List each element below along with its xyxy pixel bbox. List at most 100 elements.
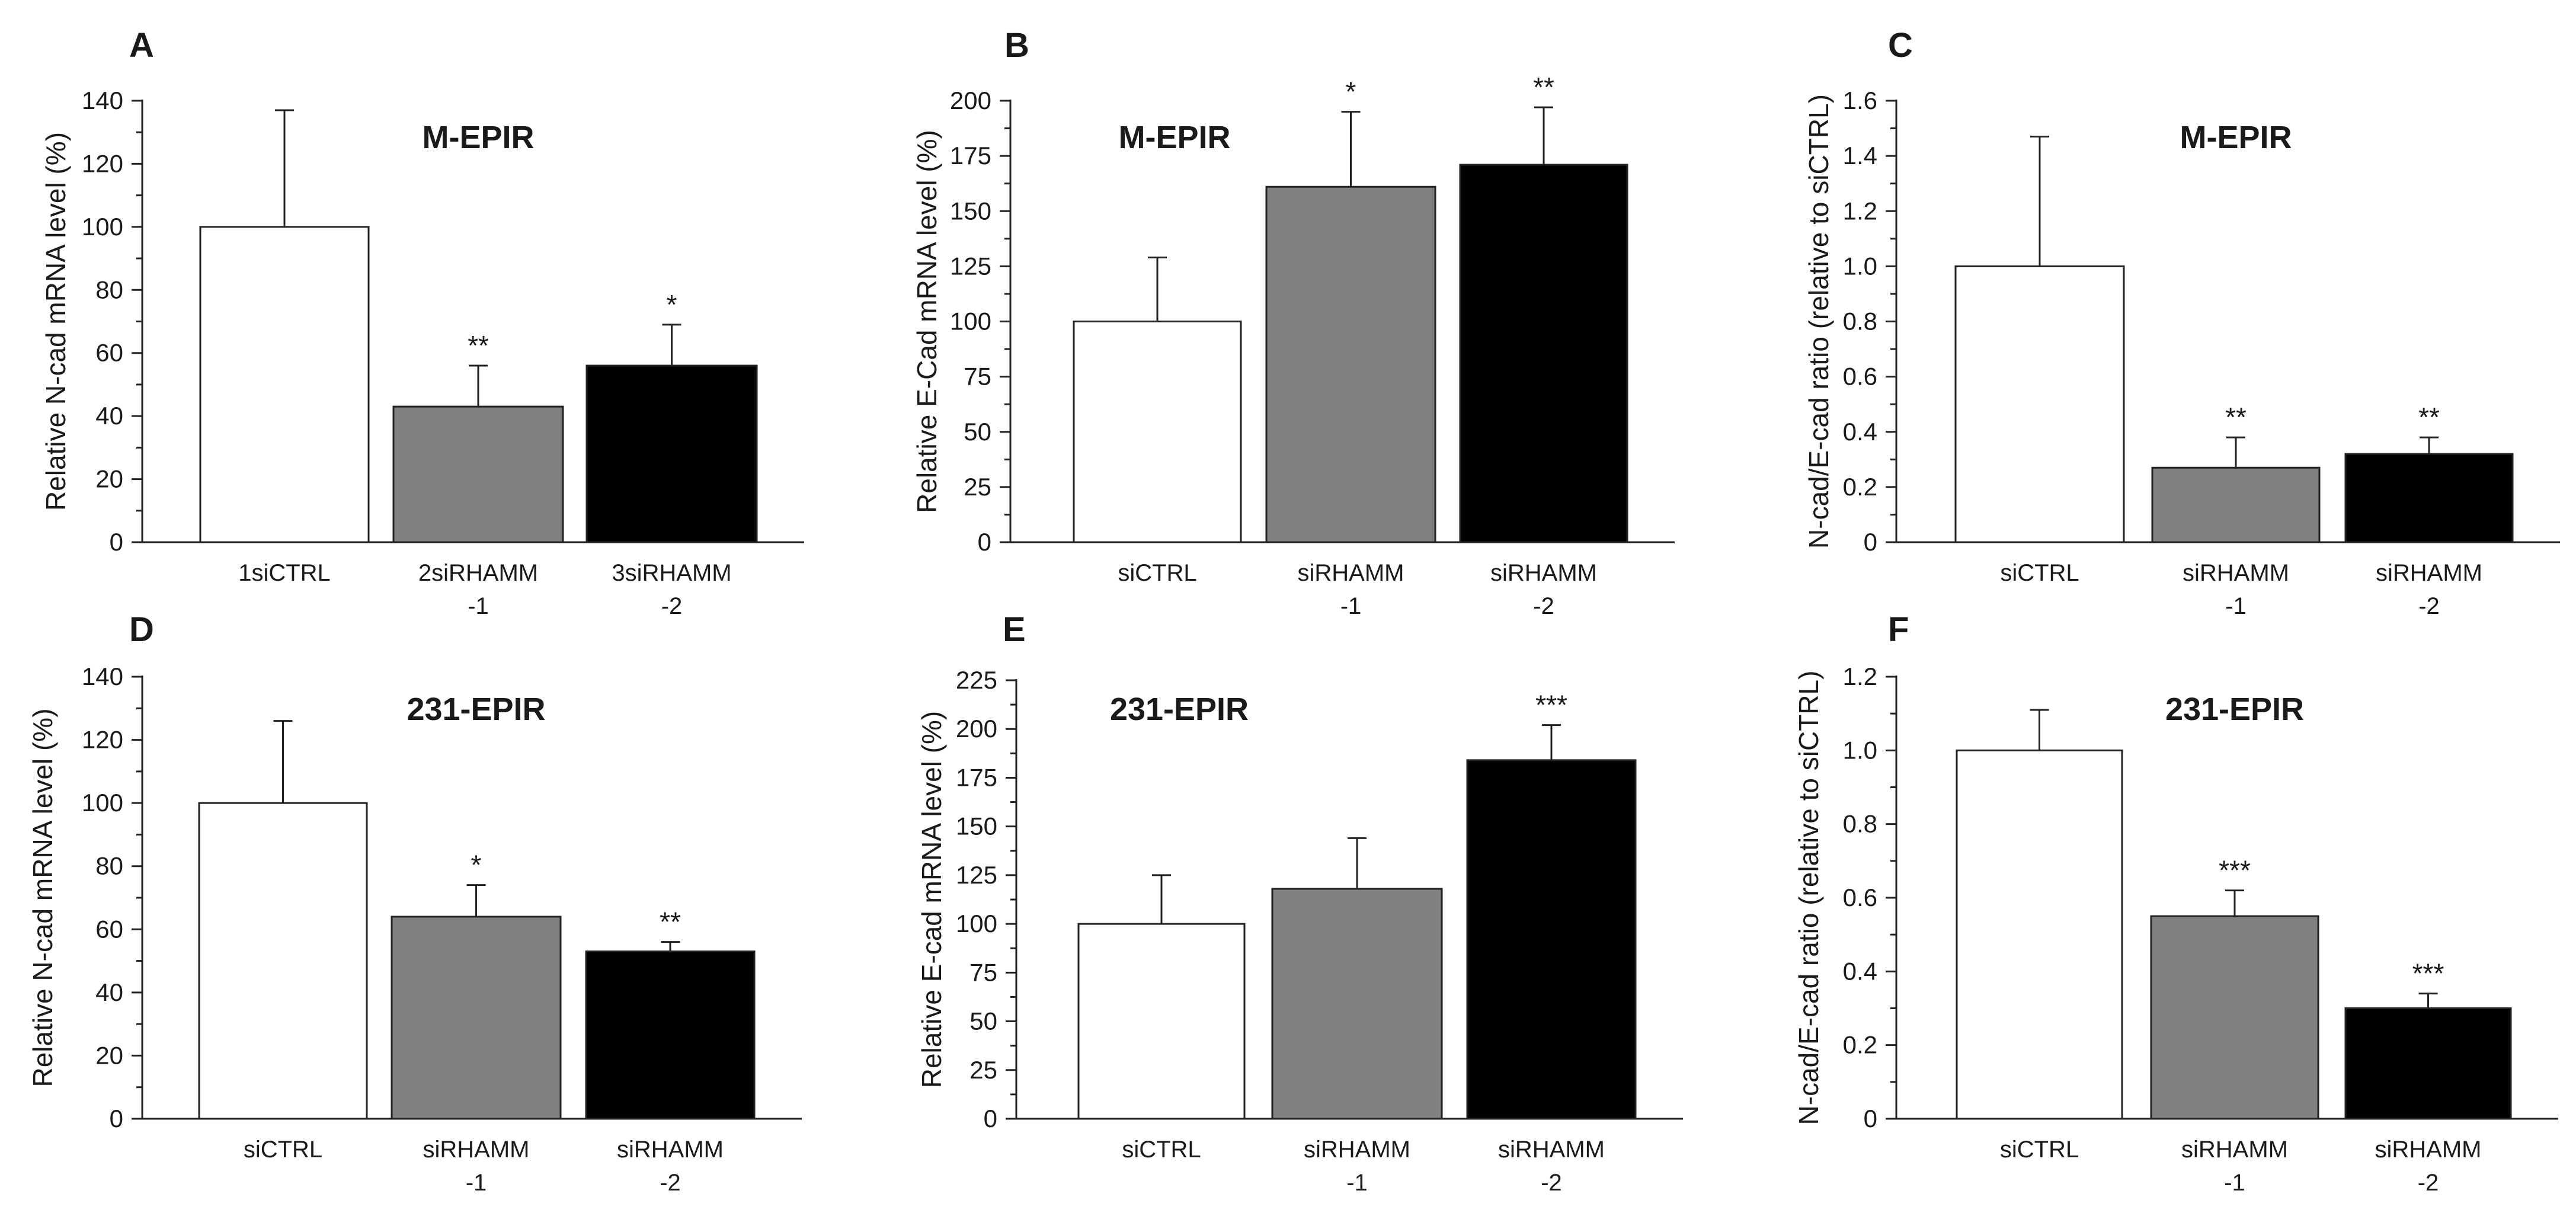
category-label: -2 — [661, 593, 683, 619]
category-label: 3siRHAMM — [612, 560, 731, 586]
category-label: -2 — [2418, 1170, 2439, 1196]
category-label: -2 — [2418, 593, 2440, 619]
category-label: -2 — [1541, 1170, 1562, 1196]
y-tick-label: 0 — [1864, 1105, 1877, 1132]
panel-letter: B — [1004, 26, 1029, 65]
y-tick-label: 1.2 — [1843, 197, 1877, 225]
y-tick-label: 75 — [969, 958, 997, 986]
bar-1 — [198, 802, 368, 1120]
chart-panel-d: D 231-EPIR 0 20 40 60 80 100 120 140 Relative N-ca… — [27, 610, 802, 1196]
y-tick-label: 40 — [95, 402, 123, 430]
significance-marker: ** — [2418, 402, 2440, 433]
category-label: -1 — [1346, 1170, 1368, 1196]
category-label: -1 — [468, 593, 489, 619]
y-tick-label: 120 — [82, 149, 123, 177]
y-axis-label: N-cad/E-cad ratio (relative to siCTRL) — [1803, 94, 1834, 549]
y-tick-label: 0.6 — [1843, 884, 1877, 911]
chart-title: M-EPIR — [423, 120, 535, 155]
category-label: -1 — [2224, 1170, 2245, 1196]
y-tick-label: 25 — [964, 473, 991, 501]
bar-1 — [1956, 749, 2123, 1120]
category-label: siRHAMM — [423, 1137, 530, 1163]
category-label: 2siRHAMM — [418, 560, 538, 586]
significance-marker: ** — [468, 330, 489, 361]
bar-2 — [391, 916, 562, 1120]
chart-title: M-EPIR — [2180, 120, 2292, 155]
y-axis-label: Relative E-cad mRNA level (%) — [916, 711, 947, 1089]
category-label: siRHAMM — [2181, 1137, 2288, 1163]
y-tick-label: 0.4 — [1843, 957, 1877, 985]
category-label: siRHAMM — [1498, 1137, 1605, 1163]
category-label: siCTRL — [244, 1137, 322, 1163]
y-tick-label: 125 — [956, 861, 997, 889]
chart-title: 231-EPIR — [407, 692, 545, 727]
bar-3 — [2344, 1007, 2512, 1120]
y-tick-label: 20 — [95, 1041, 123, 1069]
bar-2 — [2151, 466, 2321, 543]
category-label: siRHAMM — [1298, 560, 1404, 586]
y-tick-label: 100 — [82, 789, 123, 817]
category-label: -1 — [1340, 593, 1362, 619]
chart-panel-f: F 231-EPIR 0 0.2 0.4 0.6 0.8 1.0 1.2 N-cad/E-cad … — [1793, 610, 2558, 1196]
y-tick-label: 1.2 — [1843, 662, 1877, 690]
y-tick-label: 120 — [82, 726, 123, 754]
y-tick-label: 0 — [110, 1105, 123, 1132]
y-tick-label: 200 — [950, 87, 991, 114]
y-tick-label: 0.4 — [1843, 418, 1877, 446]
category-label: siCTRL — [2000, 1137, 2079, 1163]
y-tick-label: 225 — [956, 666, 997, 694]
y-tick-label: 125 — [950, 252, 991, 280]
category-label: siCTRL — [1118, 560, 1196, 586]
chart-title: 231-EPIR — [2165, 692, 2304, 727]
panel-letter: E — [1003, 610, 1026, 649]
y-tick-label: 1.0 — [1843, 736, 1877, 764]
y-tick-label: 1.6 — [1843, 87, 1877, 114]
bar-3 — [585, 364, 758, 543]
bar-1 — [1954, 265, 2125, 543]
bar-3 — [585, 950, 756, 1120]
y-tick-label: 0 — [110, 528, 123, 556]
category-label: siRHAMM — [617, 1137, 724, 1163]
y-tick-label: 100 — [950, 308, 991, 335]
y-tick-label: 60 — [95, 915, 123, 943]
category-label: siCTRL — [1122, 1137, 1201, 1163]
bar-2 — [1271, 888, 1443, 1120]
y-tick-label: 0 — [984, 1105, 997, 1132]
y-tick-label: 0.8 — [1843, 810, 1877, 838]
y-tick-label: 1.4 — [1843, 142, 1877, 169]
significance-marker: * — [1346, 76, 1356, 107]
bar-3 — [2344, 453, 2514, 543]
y-tick-label: 0 — [1864, 528, 1877, 556]
y-tick-label: 0 — [978, 528, 991, 556]
significance-marker: ** — [2225, 402, 2247, 433]
y-tick-label: 200 — [956, 715, 997, 742]
bar-2 — [392, 405, 564, 543]
y-tick-label: 20 — [95, 465, 123, 493]
y-tick-label: 0.8 — [1843, 308, 1877, 335]
y-axis-label: Relative E-Cad mRNA level (%) — [911, 130, 942, 513]
bar-1 — [1077, 923, 1246, 1120]
category-label: siRHAMM — [2376, 560, 2482, 586]
significance-marker: *** — [2219, 855, 2251, 886]
y-tick-label: 140 — [82, 662, 123, 690]
y-tick-label: 100 — [82, 213, 123, 241]
bar-1 — [199, 226, 370, 543]
category-label: siRHAMM — [2183, 560, 2289, 586]
panel-letter: A — [129, 26, 154, 65]
category-label: 1siCTRL — [238, 560, 331, 586]
bar-2 — [1265, 185, 1436, 543]
significance-marker: *** — [2412, 958, 2444, 989]
y-tick-label: 80 — [95, 852, 123, 880]
significance-marker: *** — [1535, 690, 1567, 721]
significance-marker: * — [667, 289, 677, 320]
panel-letter: D — [129, 610, 154, 649]
y-tick-label: 175 — [956, 763, 997, 791]
category-label: -2 — [1533, 593, 1554, 619]
y-tick-label: 75 — [964, 363, 991, 391]
chart-panel-e: E 231-EPIR 0 25 50 75 100 125 150 175 200 225 Relati… — [916, 610, 1683, 1196]
y-tick-label: 40 — [95, 978, 123, 1006]
y-axis-label: Relative N-cad mRNA level (%) — [27, 708, 58, 1087]
y-tick-label: 50 — [969, 1007, 997, 1035]
panel-letter: C — [1888, 26, 1913, 65]
